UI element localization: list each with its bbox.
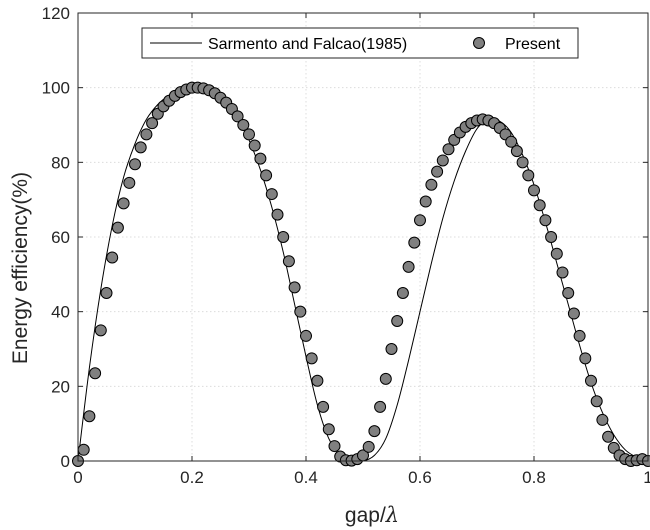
x-tick-label: 0.6 xyxy=(408,468,432,487)
data-point-present xyxy=(442,143,455,156)
y-tick-label: 80 xyxy=(51,153,70,172)
data-point-present xyxy=(305,352,318,365)
data-point-present xyxy=(391,315,404,327)
y-tick-label: 120 xyxy=(42,4,70,23)
data-point-present xyxy=(522,169,535,182)
data-point-present xyxy=(402,260,415,273)
data-point-present xyxy=(282,255,295,268)
data-point-present xyxy=(265,188,278,201)
data-point-present xyxy=(322,423,335,436)
data-point-present xyxy=(596,413,609,426)
y-tick-label: 40 xyxy=(51,303,70,322)
data-point-present xyxy=(579,352,592,365)
data-point-present xyxy=(408,236,421,249)
data-point-present xyxy=(140,128,153,141)
data-point-present xyxy=(243,128,255,141)
data-point-present xyxy=(106,251,119,264)
x-axis-label: gap/λ xyxy=(345,503,399,527)
data-point-present xyxy=(260,169,273,182)
legend-box xyxy=(141,27,579,59)
legend-label-sarmento: Sarmento and Falcao(1985) xyxy=(208,36,407,53)
data-point-present xyxy=(146,117,159,130)
data-point-present xyxy=(510,145,523,158)
data-point-present xyxy=(550,247,563,260)
data-point-present xyxy=(328,440,341,453)
y-tick-label: 0 xyxy=(61,452,70,471)
data-point-present xyxy=(134,141,147,154)
data-point-present xyxy=(271,208,284,221)
legend-label-present: Present xyxy=(505,36,561,53)
data-point-present xyxy=(602,430,615,443)
data-point-present xyxy=(237,119,250,131)
data-point-present xyxy=(562,287,575,299)
data-point-present xyxy=(83,410,96,423)
data-point-present xyxy=(111,221,124,234)
data-point-present xyxy=(368,425,381,438)
data-point-present xyxy=(419,195,432,208)
data-point-present xyxy=(317,400,330,413)
data-point-present xyxy=(248,139,261,152)
x-tick-label: 0.4 xyxy=(294,468,318,487)
x-axis: 0 0.2 0.4 0.6 0.8 1 xyxy=(73,13,650,487)
data-point-present xyxy=(539,214,552,227)
data-point-present xyxy=(533,199,546,212)
legend: Sarmento and Falcao(1985) Present xyxy=(141,27,579,59)
x-axis-label-main: gap/ xyxy=(345,504,386,527)
grid xyxy=(78,13,648,461)
x-axis-label-symbol: λ xyxy=(385,503,399,527)
data-point-present xyxy=(385,343,398,355)
y-axis: 0 20 40 60 80 100 120 xyxy=(42,4,648,471)
data-point-present xyxy=(300,329,312,342)
data-point-present xyxy=(414,214,426,227)
data-point-present xyxy=(374,400,387,413)
x-tick-label: 0.2 xyxy=(180,468,204,487)
data-point-present xyxy=(94,324,107,337)
data-point-present xyxy=(431,165,444,178)
data-point-present xyxy=(396,287,409,299)
data-point-present xyxy=(567,307,580,320)
data-point-present xyxy=(545,231,558,243)
data-point-present xyxy=(117,197,130,210)
data-point-present xyxy=(516,156,529,169)
data-point-present xyxy=(425,178,438,191)
data-point-present xyxy=(129,158,141,171)
y-tick-label: 60 xyxy=(51,228,70,247)
data-point-present xyxy=(288,281,301,294)
data-point-present xyxy=(100,287,113,299)
y-tick-label: 100 xyxy=(42,79,70,98)
data-point-present xyxy=(123,176,136,189)
y-tick-label: 20 xyxy=(51,377,70,396)
data-point-present xyxy=(505,135,518,148)
data-point-present xyxy=(277,231,290,243)
data-point-present xyxy=(590,395,603,408)
data-point-present xyxy=(89,367,102,380)
legend-marker-swatch xyxy=(473,37,485,49)
data-point-present xyxy=(556,266,569,279)
data-point-present xyxy=(294,305,307,318)
data-point-present xyxy=(254,152,267,165)
data-point-present xyxy=(362,440,375,453)
data-point-present xyxy=(573,329,586,342)
data-point-present xyxy=(379,372,392,385)
plot-area xyxy=(72,81,650,467)
data-point-present xyxy=(528,184,540,197)
data-point-present xyxy=(436,154,449,167)
x-tick-label: 0 xyxy=(73,468,82,487)
x-tick-label: 0.8 xyxy=(522,468,546,487)
data-point-present xyxy=(231,110,244,123)
data-point-present xyxy=(585,374,597,387)
y-axis-label: Energy efficiency(%) xyxy=(9,172,32,364)
data-point-present xyxy=(77,443,90,456)
x-tick-label: 1 xyxy=(643,468,650,487)
data-point-present xyxy=(311,374,324,387)
